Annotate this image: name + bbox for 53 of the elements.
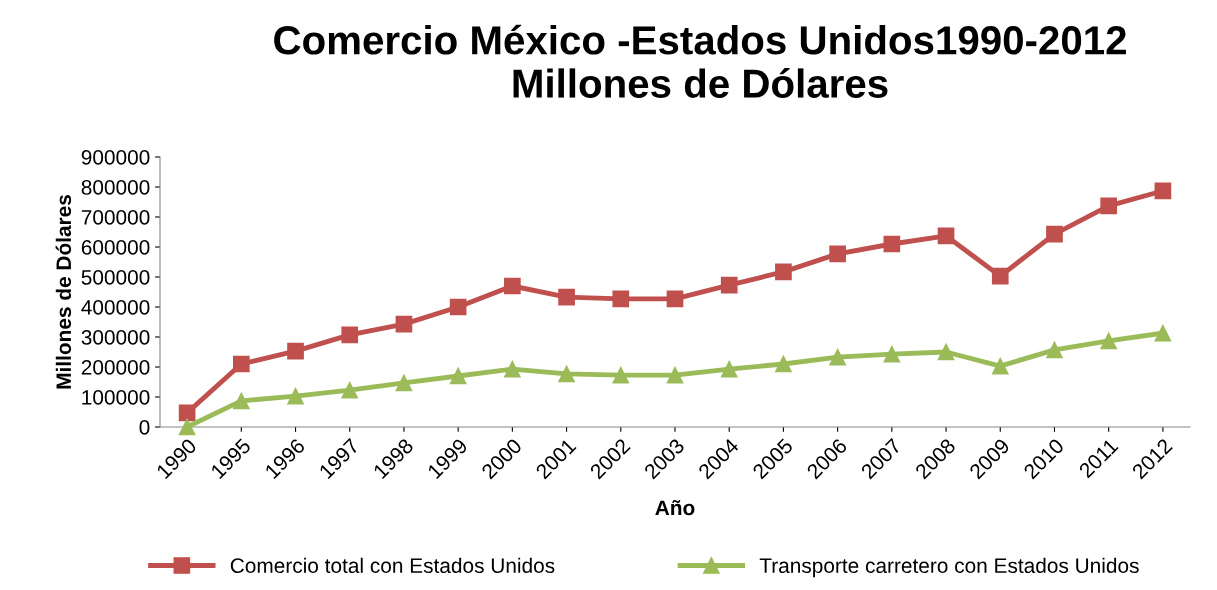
y-tick-label: 800000 xyxy=(81,180,150,195)
point xyxy=(287,342,304,360)
legend-label: Comercio total con Estados Unidos xyxy=(230,557,555,574)
point xyxy=(504,277,521,295)
point xyxy=(232,392,250,410)
point xyxy=(937,227,955,245)
y-tick-label: 400000 xyxy=(81,300,150,315)
point xyxy=(395,374,413,392)
point xyxy=(1100,197,1118,215)
point xyxy=(1154,324,1172,342)
point xyxy=(232,355,250,373)
point xyxy=(937,343,955,361)
point xyxy=(720,360,738,378)
y-tick-label: 300000 xyxy=(81,330,150,345)
point xyxy=(612,366,630,384)
point xyxy=(504,360,521,378)
y-tick-label: 500000 xyxy=(81,270,150,285)
point xyxy=(666,290,684,308)
y-tick-label: 200000 xyxy=(81,360,150,375)
point xyxy=(558,288,575,306)
point xyxy=(829,245,846,263)
point xyxy=(612,290,630,308)
point xyxy=(449,367,467,385)
point xyxy=(720,276,738,294)
y-axis-title: Millones de Dólares xyxy=(55,195,72,389)
point xyxy=(341,326,359,344)
legend-label: Transporte carretero con Estados Unidos xyxy=(759,557,1139,578)
point xyxy=(1046,225,1063,243)
point xyxy=(775,263,792,281)
point xyxy=(991,267,1009,285)
point xyxy=(829,348,846,366)
point xyxy=(775,355,792,373)
point xyxy=(666,366,684,384)
point xyxy=(991,357,1009,375)
y-tick-label: 700000 xyxy=(81,210,150,225)
y-tick-label: 100000 xyxy=(82,390,150,405)
point xyxy=(1046,341,1063,359)
point xyxy=(178,404,196,422)
y-tick-label: 600000 xyxy=(81,240,150,255)
point xyxy=(341,381,359,399)
x-axis-title: Año xyxy=(655,499,695,516)
y-tick-label: 0 xyxy=(139,420,150,435)
point xyxy=(883,235,901,253)
point xyxy=(1154,182,1172,200)
point xyxy=(178,418,196,436)
point xyxy=(558,365,575,383)
chart-title: Comercio México -Estados Unidos1990-2012 Millones de Dólares xyxy=(274,24,1126,98)
point xyxy=(395,315,413,333)
point xyxy=(1100,332,1118,350)
point xyxy=(883,345,901,363)
y-tick-label: 900000 xyxy=(81,150,150,165)
point xyxy=(449,298,467,316)
point xyxy=(287,387,304,405)
